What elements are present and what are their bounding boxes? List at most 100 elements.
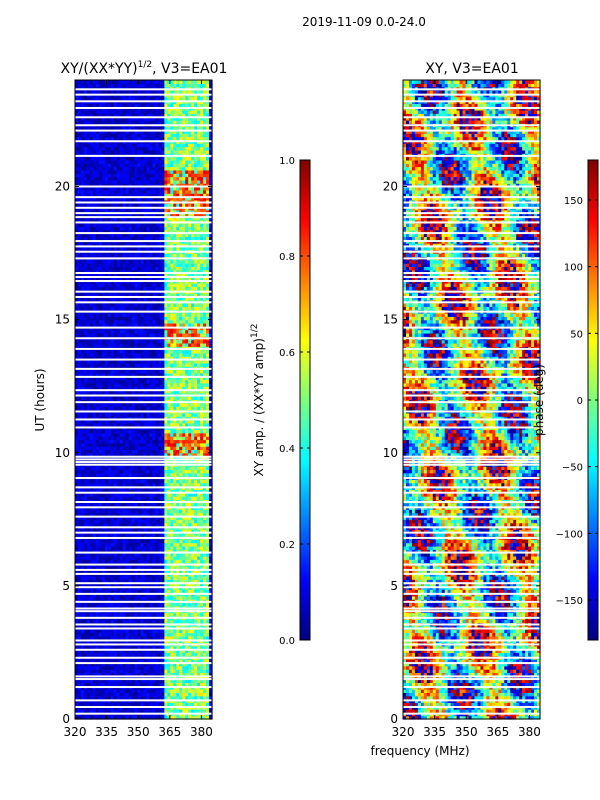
heatmap-cell — [167, 422, 171, 427]
heatmap-cell — [209, 542, 213, 547]
heatmap-cell — [149, 446, 154, 451]
heatmap-cell — [176, 652, 180, 657]
heatmap-cell — [179, 359, 183, 364]
heatmap-cell — [209, 479, 213, 484]
heatmap-cell — [182, 589, 186, 594]
heatmap-cell — [98, 496, 103, 500]
heatmap-cell — [161, 362, 165, 367]
heatmap-cell — [75, 369, 79, 374]
heatmap-cell — [179, 649, 183, 654]
heatmap-cell — [146, 479, 151, 484]
heatmap-cell — [80, 446, 85, 451]
heatmap-cell — [191, 692, 195, 697]
heatmap-cell — [149, 702, 154, 707]
heatmap-cell — [158, 456, 162, 461]
heatmap-cell — [131, 695, 136, 700]
heatmap-cell — [98, 675, 103, 680]
heatmap-cell — [170, 496, 174, 500]
heatmap-cell — [101, 449, 106, 454]
heatmap-cell — [86, 552, 91, 557]
heatmap-cell — [143, 635, 148, 640]
heatmap-cell — [92, 376, 97, 381]
heatmap-cell — [75, 512, 79, 517]
heatmap-cell — [86, 659, 91, 664]
heatmap-cell — [134, 665, 139, 670]
heatmap-cell — [116, 559, 121, 564]
heatmap-cell — [104, 442, 109, 447]
heatmap-cell — [206, 512, 210, 517]
heatmap-cell — [164, 496, 168, 500]
heatmap-cell — [164, 522, 168, 527]
heatmap-cell — [80, 492, 85, 497]
heatmap-cell — [152, 429, 157, 434]
heatmap-cell — [188, 602, 192, 607]
heatmap-cell — [137, 679, 142, 683]
heatmap-cell — [200, 569, 204, 574]
heatmap-cell — [83, 389, 88, 394]
heatmap-cell — [134, 582, 139, 587]
heatmap-cell — [110, 492, 115, 497]
heatmap-cell — [92, 665, 97, 670]
heatmap-cell — [146, 389, 151, 394]
heatmap-cell — [182, 402, 186, 407]
heatmap-cell — [185, 582, 189, 587]
heatmap-cell — [155, 665, 159, 670]
heatmap-cell — [140, 479, 145, 484]
heatmap-cell — [113, 432, 118, 437]
heatmap-cell — [107, 582, 112, 587]
heatmap-cell — [113, 456, 118, 461]
heatmap-cell — [179, 569, 183, 574]
heatmap-cell — [101, 496, 106, 500]
heatmap-cell — [125, 416, 130, 421]
heatmap-cell — [110, 379, 115, 384]
heatmap-cell — [134, 675, 139, 680]
heatmap-cell — [191, 359, 195, 364]
heatmap-cell — [194, 565, 198, 570]
heatmap-cell — [203, 502, 207, 507]
heatmap-cell — [170, 635, 174, 640]
heatmap-cell — [149, 422, 154, 427]
heatmap-cell — [188, 662, 192, 667]
heatmap-cell — [75, 412, 79, 417]
heatmap-cell — [155, 466, 159, 470]
heatmap-cell — [200, 545, 204, 550]
heatmap-cell — [176, 522, 180, 527]
heatmap-cell — [131, 469, 136, 474]
heatmap-cell — [80, 389, 85, 394]
heatmap-cell — [107, 649, 112, 654]
heatmap-cell — [194, 456, 198, 461]
heatmap-cell — [80, 519, 85, 524]
heatmap-cell — [185, 396, 189, 401]
heatmap-cell — [83, 515, 88, 520]
heatmap-cell — [188, 695, 192, 700]
heatmap-cell — [155, 555, 159, 560]
heatmap-cell — [167, 386, 171, 391]
heatmap-cell — [164, 376, 168, 381]
heatmap-cell — [173, 692, 177, 697]
heatmap-cell — [113, 542, 118, 547]
heatmap-cell — [176, 402, 180, 407]
heatmap-cell — [179, 429, 183, 434]
heatmap-cell — [95, 589, 100, 594]
heatmap-cell — [83, 569, 88, 574]
heatmap-cell — [92, 489, 97, 494]
heatmap-cell — [116, 652, 121, 657]
heatmap-cell — [83, 496, 88, 500]
heatmap-cell — [167, 406, 171, 411]
heatmap-cell — [200, 595, 204, 600]
heatmap-cell — [140, 452, 145, 457]
heatmap-cell — [194, 389, 198, 394]
heatmap-cell — [158, 559, 162, 564]
heatmap-cell — [77, 416, 82, 421]
heatmap-cell — [209, 429, 213, 434]
heatmap-cell — [170, 412, 174, 417]
heatmap-cell — [75, 472, 79, 477]
heatmap-cell — [128, 362, 133, 367]
heatmap-cell — [104, 496, 109, 500]
heatmap-cell — [152, 672, 157, 677]
heatmap-cell — [197, 519, 201, 524]
heatmap-cell — [75, 715, 79, 720]
heatmap-cell — [161, 402, 165, 407]
heatmap-cell — [92, 692, 97, 697]
heatmap-cell — [149, 595, 154, 600]
